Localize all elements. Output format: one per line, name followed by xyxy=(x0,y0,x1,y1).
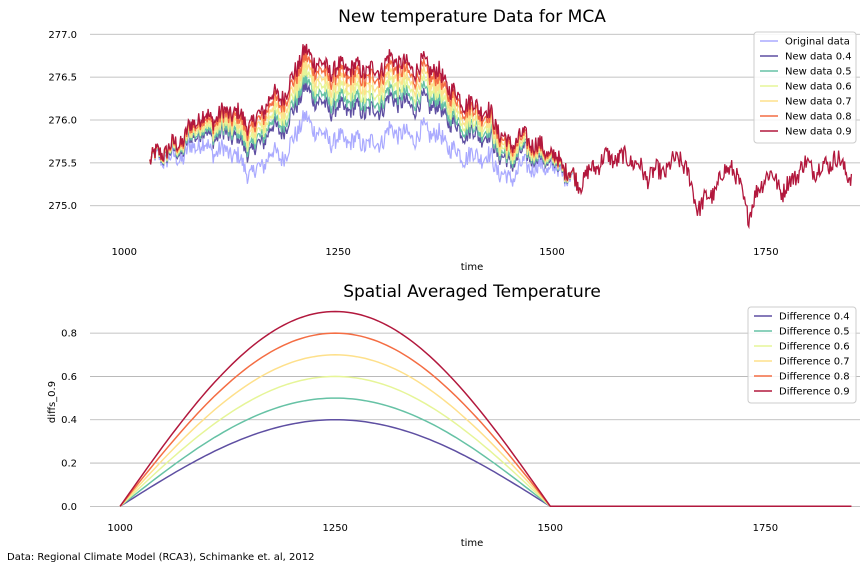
chart1-y-tick-label: 275.5 xyxy=(48,158,77,169)
chart2-y-tick-label: 0.6 xyxy=(61,372,77,383)
chart2-legend-label: Difference 0.6 xyxy=(779,342,850,353)
chart2-legend-box xyxy=(747,306,857,404)
chart2-legend-label: Difference 0.7 xyxy=(779,357,850,368)
chart2-series xyxy=(119,310,852,508)
chart1-x-tick-label: 1750 xyxy=(753,247,778,258)
chart2-x-tick-label: 1750 xyxy=(753,523,778,534)
chart2-x-tick-label: 1250 xyxy=(322,523,347,534)
chart1-series-original-data xyxy=(149,110,579,191)
chart2-legend-label: Difference 0.9 xyxy=(779,387,850,398)
chart1-legend-label: New data 0.4 xyxy=(785,52,852,63)
chart2-gridlines xyxy=(90,332,860,507)
chart2-legend-label: Difference 0.8 xyxy=(779,372,850,383)
chart2-x-axis-label: time xyxy=(461,538,484,549)
chart2-y-ticks: 0.0 0.2 0.4 0.6 0.8 xyxy=(61,329,77,513)
chart1-y-tick-label: 276.5 xyxy=(48,73,77,84)
chart1-legend-label: New data 0.6 xyxy=(785,82,852,93)
chart2-x-tick-label: 1000 xyxy=(107,523,132,534)
chart1-legend-box xyxy=(753,31,857,144)
chart2-x-tick-label: 1500 xyxy=(538,523,563,534)
chart2-series-difference xyxy=(119,310,852,508)
chart1-series xyxy=(149,43,853,230)
chart1-legend-label: New data 0.9 xyxy=(785,127,852,138)
chart2-y-tick-label: 0.0 xyxy=(61,502,77,513)
chart-temperature-mca: New temperature Data for MCA 275.0275.52… xyxy=(48,7,860,273)
chart1-legend-label: New data 0.8 xyxy=(785,112,852,123)
chart2-y-axis-label: diffs_0.9 xyxy=(47,381,58,423)
chart1-title: New temperature Data for MCA xyxy=(338,7,606,27)
chart2-legend-label: Difference 0.5 xyxy=(779,327,850,338)
chart2-series-difference xyxy=(119,375,852,508)
chart1-y-ticks: 275.0 275.5 276.0 276.5 277.0 xyxy=(48,30,77,212)
chart2-y-tick-label: 0.8 xyxy=(61,329,77,340)
chart1-y-tick-label: 277.0 xyxy=(48,30,77,41)
chart2-y-tick-label: 0.4 xyxy=(61,415,77,426)
chart1-y-tick-label: 276.0 xyxy=(48,116,77,127)
chart2-legend-label: Difference 0.4 xyxy=(779,312,850,323)
chart1-legend: Original data New data 0.4 New data 0.5 New… xyxy=(753,31,857,144)
chart1-legend-label: New data 0.5 xyxy=(785,67,852,78)
chart2-x-ticks: 1000 1250 1500 1750 xyxy=(107,523,778,534)
chart1-x-axis-label: time xyxy=(461,262,484,273)
chart2-title: Spatial Averaged Temperature xyxy=(343,282,601,302)
chart1-legend-label: New data 0.7 xyxy=(785,97,852,108)
chart2-series-difference xyxy=(119,397,852,508)
chart1-x-ticks: 1000 1250 1500 1750 xyxy=(111,247,778,258)
chart1-series-new-data xyxy=(149,43,853,230)
chart1-y-tick-label: 275.0 xyxy=(48,201,77,212)
chart2-legend: Difference 0.4 Difference 0.5 Difference 0… xyxy=(747,306,857,404)
chart1-x-tick-label: 1000 xyxy=(111,247,136,258)
chart1-legend-label: Original data xyxy=(785,37,850,48)
data-source-caption: Data: Regional Climate Model (RCA3), Sch… xyxy=(7,552,315,563)
chart1-x-tick-label: 1500 xyxy=(539,247,564,258)
chart2-y-tick-label: 0.2 xyxy=(61,459,77,470)
chart1-x-tick-label: 1250 xyxy=(325,247,350,258)
chart2-series-difference xyxy=(119,354,852,508)
chart-spatial-averaged-temperature: Spatial Averaged Temperature 0.00.20.40.… xyxy=(47,282,860,549)
